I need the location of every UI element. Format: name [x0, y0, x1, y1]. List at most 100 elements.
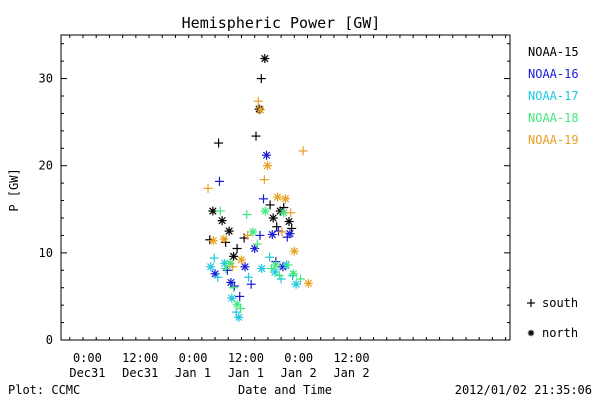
- x-tick-time-label: 0:00: [179, 351, 208, 365]
- series-noaa-18: [215, 206, 305, 314]
- south-marker: [251, 131, 261, 141]
- series-noaa-15: [205, 54, 297, 261]
- x-tick-time-label: 12:00: [333, 351, 369, 365]
- south-marker: [215, 206, 225, 216]
- south-marker: [274, 271, 284, 281]
- x-tick-date-label: Dec31: [122, 366, 158, 380]
- north-marker: [257, 264, 267, 274]
- x-axis-label: Date and Time: [238, 383, 332, 397]
- south-marker: [252, 239, 262, 249]
- south-marker: [236, 304, 246, 314]
- x-tick-date-label: Jan 1: [228, 366, 264, 380]
- south-marker: [244, 272, 254, 282]
- north-marker: [227, 293, 237, 303]
- north-marker: [279, 208, 289, 218]
- north-marker: [268, 213, 278, 223]
- footer-left: Plot: CCMC: [8, 383, 80, 397]
- south-marker: [283, 260, 293, 270]
- x-tick-date-label: Jan 1: [175, 366, 211, 380]
- north-marker: [288, 269, 298, 279]
- south-marker: [222, 265, 232, 275]
- south-marker: [277, 227, 287, 237]
- south-marker: [221, 264, 231, 274]
- marker-legend-label: south: [542, 296, 578, 310]
- x-tick-time-label: 12:00: [122, 351, 158, 365]
- south-marker: [298, 146, 308, 156]
- south-marker: [259, 175, 269, 185]
- south-marker: [213, 272, 223, 282]
- north-marker: [303, 278, 313, 288]
- north-marker: [219, 234, 229, 244]
- y-tick-label: 20: [39, 159, 53, 173]
- north-marker: [224, 226, 234, 236]
- marker-legend-label: north: [542, 326, 578, 340]
- legend-entry: NOAA-18: [528, 111, 579, 125]
- south-marker: [214, 138, 224, 148]
- series-legend: NOAA-15 NOAA-16 NOAA-17 NOAA-18 NOAA-19: [528, 45, 579, 147]
- north-marker: [208, 236, 218, 246]
- y-tick-label: 0: [46, 333, 53, 347]
- legend-entry: NOAA-15: [528, 45, 579, 59]
- south-marker: [255, 230, 265, 240]
- south-marker: [229, 283, 239, 293]
- south-marker: [209, 253, 219, 263]
- series-noaa-19: [203, 96, 313, 288]
- y-axis-label: P [GW]: [7, 168, 21, 211]
- y-tick-label: 30: [39, 72, 53, 86]
- footer-timestamp: 2012/01/02 21:35:06: [455, 383, 592, 397]
- north-marker: [217, 216, 227, 226]
- south-marker: [272, 222, 282, 232]
- south-marker: [258, 194, 268, 204]
- legend-entry: NOAA-16: [528, 67, 579, 81]
- north-marker: [206, 262, 216, 272]
- x-tick-time-label: 0:00: [73, 351, 102, 365]
- north-marker: [271, 260, 281, 270]
- south-marker: [242, 210, 252, 220]
- south-marker: [527, 299, 535, 307]
- data-points: [203, 54, 313, 322]
- x-tick-time-label: 0:00: [284, 351, 313, 365]
- north-marker: [248, 227, 258, 237]
- north-marker: [260, 54, 270, 64]
- south-marker: [229, 281, 239, 291]
- south-marker: [235, 291, 245, 301]
- x-tick-date-label: Jan 2: [281, 366, 317, 380]
- north-marker: [291, 279, 301, 289]
- north-marker: [281, 194, 290, 204]
- x-tick-time-label: 12:00: [228, 351, 264, 365]
- x-tick-date-label: Jan 2: [333, 366, 369, 380]
- south-marker: [203, 183, 213, 193]
- south-marker: [256, 74, 266, 84]
- y-tick-label: 10: [39, 246, 53, 260]
- south-marker: [232, 244, 242, 253]
- south-marker: [214, 176, 224, 186]
- north-marker: [262, 150, 272, 160]
- north-marker: [255, 105, 265, 115]
- north-marker: [260, 206, 270, 216]
- south-marker: [246, 279, 256, 289]
- north-marker: [273, 192, 283, 202]
- south-marker: [295, 274, 305, 284]
- series-noaa-17: [206, 252, 301, 322]
- south-marker: [265, 252, 275, 262]
- y-axis: 0 10 20 30: [39, 43, 510, 347]
- legend-entry: NOAA-17: [528, 89, 579, 103]
- north-marker: [262, 161, 272, 171]
- south-marker: [265, 200, 275, 210]
- north-marker: [234, 312, 244, 322]
- x-tick-date-label: Dec31: [69, 366, 105, 380]
- north-marker: [236, 255, 246, 265]
- south-marker: [286, 208, 296, 218]
- chart-title: Hemispheric Power [GW]: [182, 14, 381, 32]
- legend-entry: NOAA-19: [528, 133, 579, 147]
- south-marker: [253, 96, 263, 106]
- south-marker: [243, 230, 253, 240]
- north-marker: [285, 229, 295, 239]
- north-marker: [229, 251, 239, 261]
- north-marker: [289, 246, 299, 256]
- north-marker: [284, 216, 294, 226]
- north-marker: [267, 230, 277, 240]
- marker-legend: south north: [527, 296, 578, 340]
